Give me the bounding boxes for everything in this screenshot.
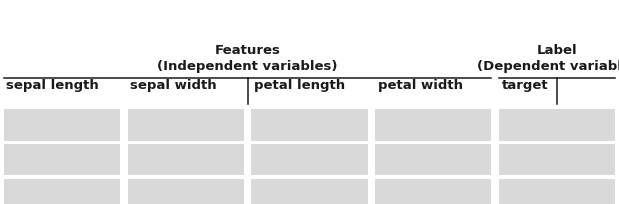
FancyBboxPatch shape xyxy=(251,178,368,204)
FancyBboxPatch shape xyxy=(128,178,244,204)
FancyBboxPatch shape xyxy=(375,144,491,175)
FancyBboxPatch shape xyxy=(375,109,491,141)
FancyBboxPatch shape xyxy=(375,178,491,204)
Text: petal width: petal width xyxy=(378,79,462,92)
Text: petal length: petal length xyxy=(254,79,345,92)
FancyBboxPatch shape xyxy=(251,144,368,175)
FancyBboxPatch shape xyxy=(499,109,615,141)
FancyBboxPatch shape xyxy=(251,109,368,141)
FancyBboxPatch shape xyxy=(4,109,120,141)
Text: target: target xyxy=(501,79,548,92)
FancyBboxPatch shape xyxy=(499,144,615,175)
Text: Label
(Dependent variable): Label (Dependent variable) xyxy=(477,44,619,73)
Text: sepal width: sepal width xyxy=(130,79,217,92)
Text: Features
(Independent variables): Features (Independent variables) xyxy=(157,44,338,73)
FancyBboxPatch shape xyxy=(499,178,615,204)
FancyBboxPatch shape xyxy=(4,178,120,204)
FancyBboxPatch shape xyxy=(128,144,244,175)
FancyBboxPatch shape xyxy=(4,144,120,175)
FancyBboxPatch shape xyxy=(128,109,244,141)
Text: sepal length: sepal length xyxy=(6,79,99,92)
